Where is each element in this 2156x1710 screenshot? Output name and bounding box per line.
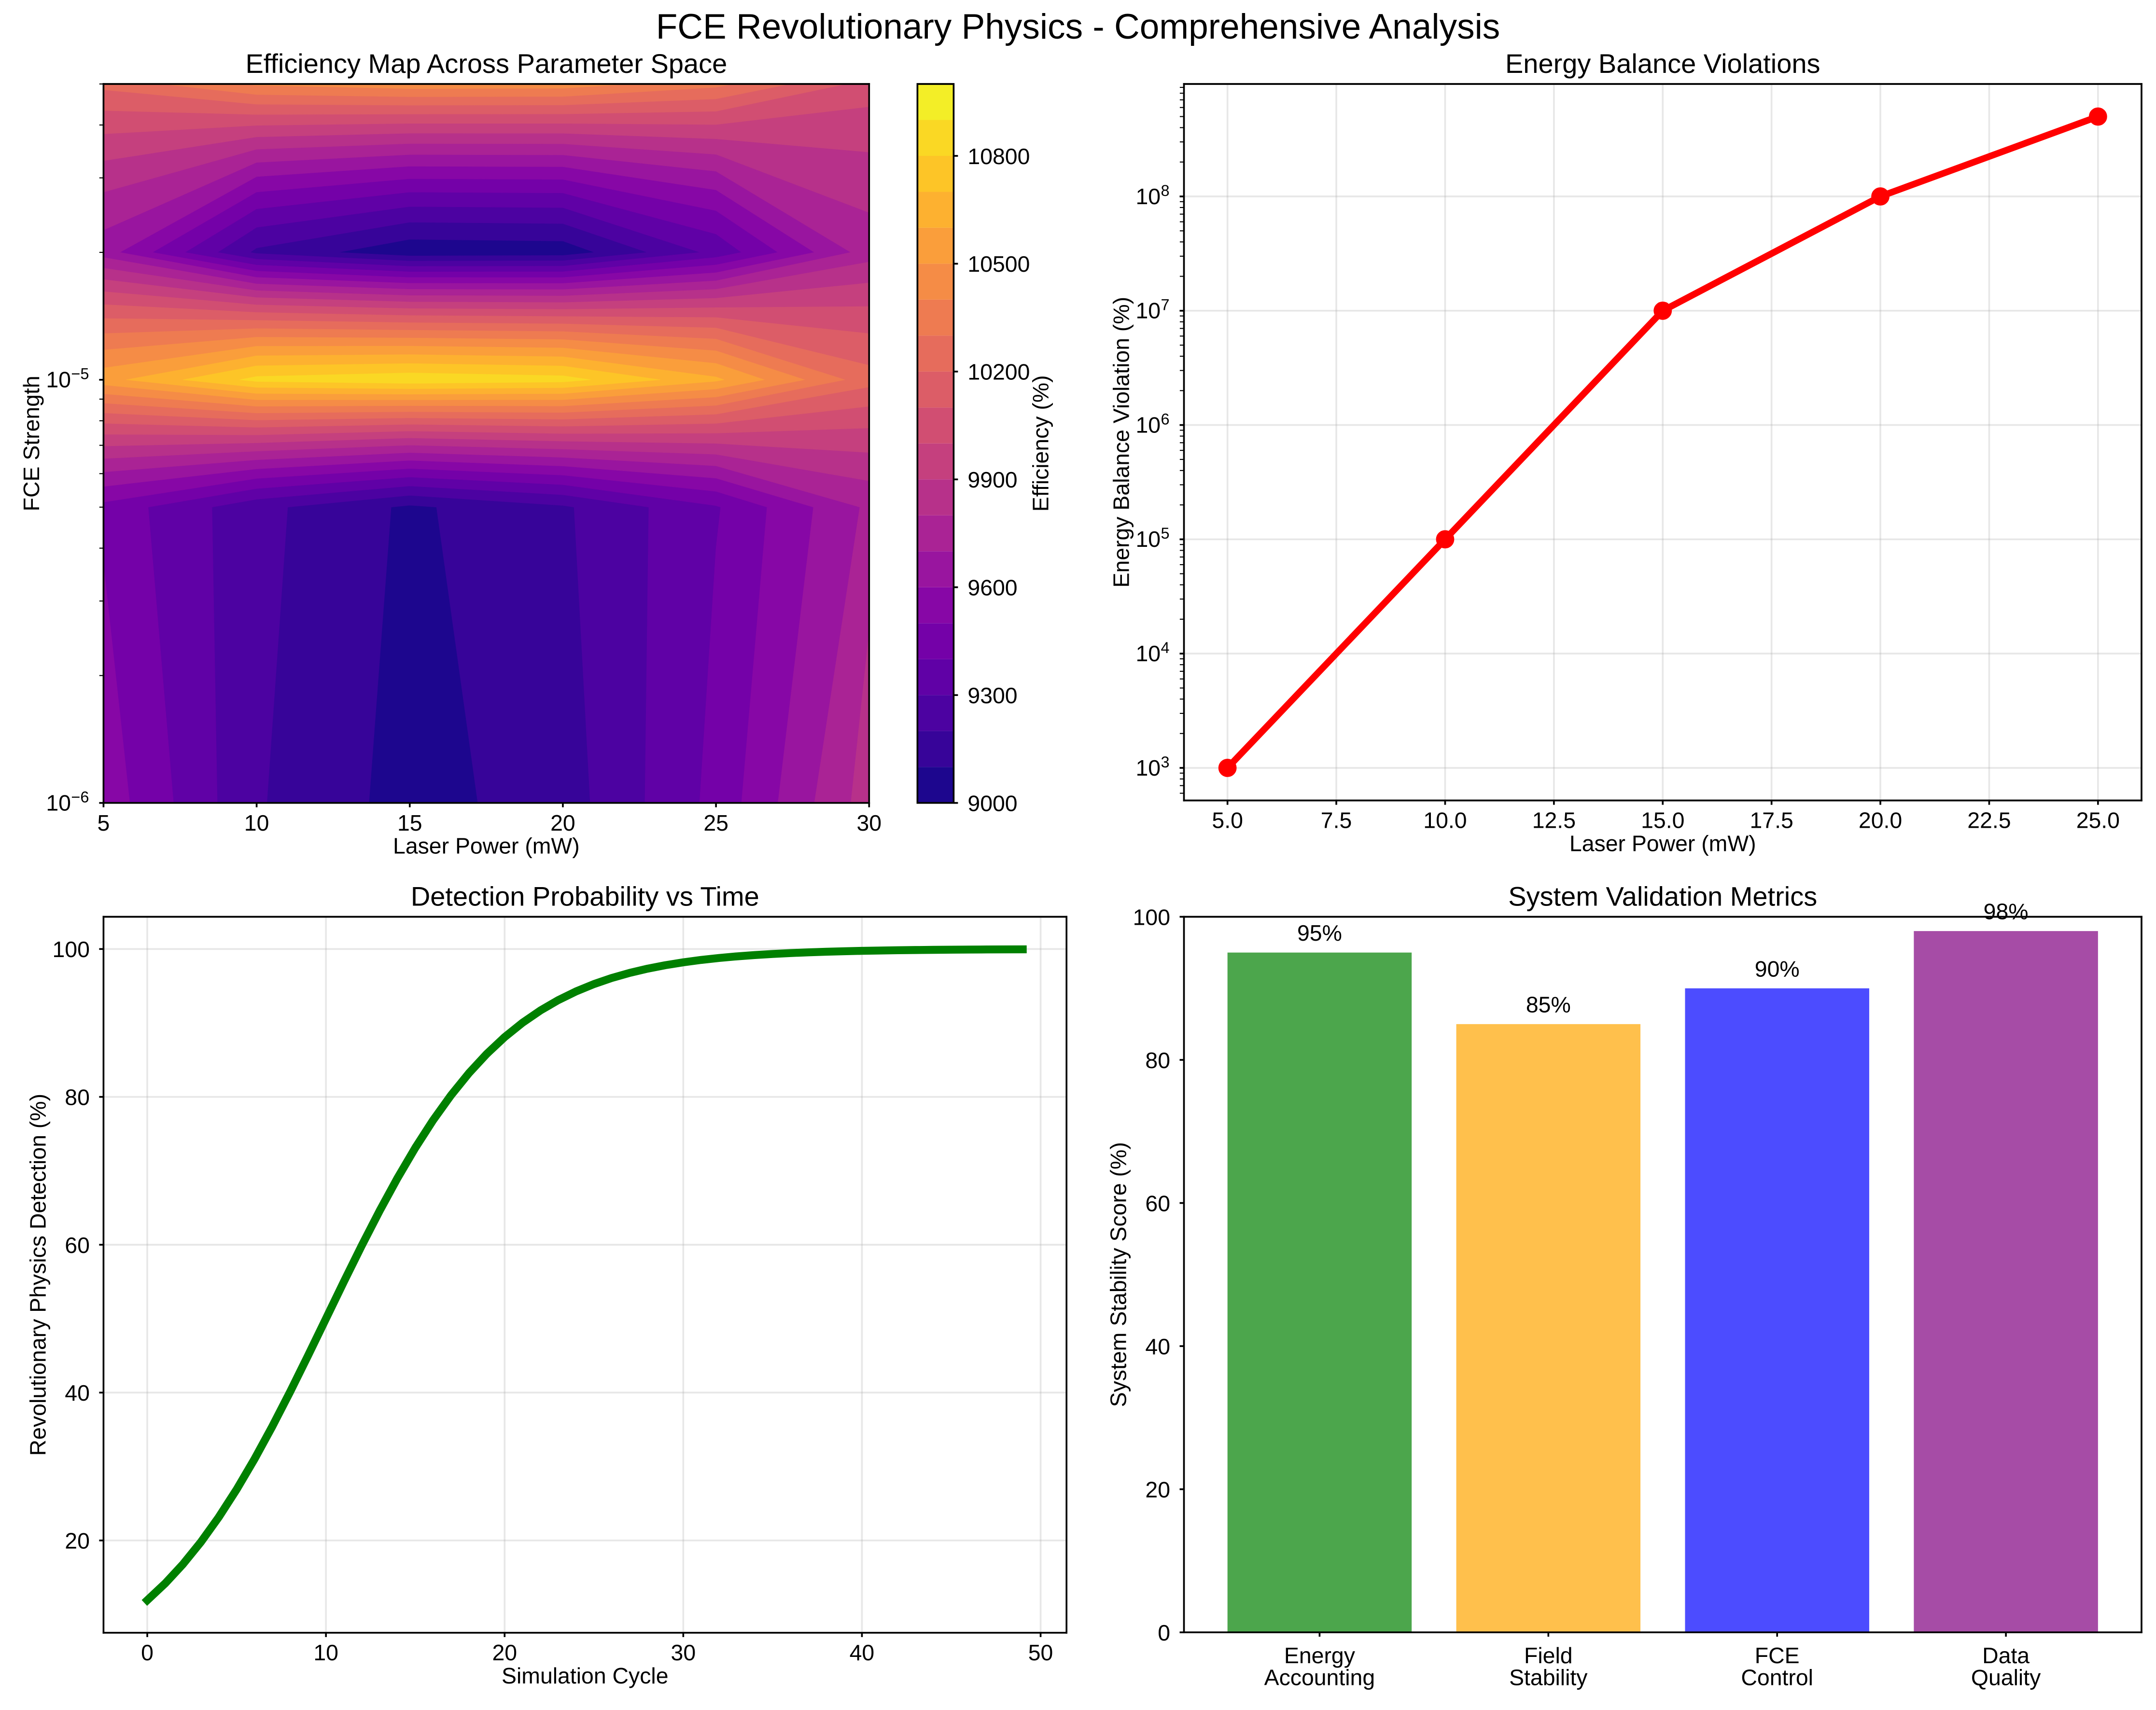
svg-text:30: 30	[671, 1640, 696, 1665]
svg-text:0: 0	[1158, 1620, 1170, 1645]
svg-text:Simulation Cycle: Simulation Cycle	[502, 1663, 668, 1688]
svg-text:95%: 95%	[1297, 920, 1342, 945]
svg-text:40: 40	[65, 1380, 90, 1405]
svg-text:9000: 9000	[967, 791, 1017, 816]
svg-text:1 0 4: 1 0 4	[1136, 639, 1170, 666]
svg-text:85%: 85%	[1526, 992, 1571, 1017]
svg-text:Energy Balance Violations: Energy Balance Violations	[1505, 48, 1820, 79]
svg-text:40: 40	[850, 1640, 875, 1665]
svg-text:10500: 10500	[967, 251, 1030, 277]
svg-text:15.0: 15.0	[1641, 808, 1684, 833]
svg-text:System Validation Metrics: System Validation Metrics	[1508, 881, 1817, 912]
svg-text:Revolutionary Physics Detectio: Revolutionary Physics Detection (%)	[25, 1094, 50, 1456]
svg-text:20: 20	[1145, 1477, 1170, 1502]
svg-text:10200: 10200	[967, 360, 1030, 385]
svg-text:1 0 3: 1 0 3	[1136, 753, 1170, 780]
svg-text:10800: 10800	[967, 144, 1030, 169]
svg-text:12.5: 12.5	[1532, 808, 1576, 833]
svg-text:Detection Probability vs Time: Detection Probability vs Time	[411, 881, 759, 912]
svg-text:10.0: 10.0	[1423, 808, 1467, 833]
svg-text:9300: 9300	[967, 683, 1017, 708]
svg-text:Laser Power (mW): Laser Power (mW)	[1569, 831, 1756, 856]
svg-text:1 0 8: 1 0 8	[1136, 182, 1170, 209]
svg-text:Energy Balance Violation (%): Energy Balance Violation (%)	[1108, 297, 1134, 588]
svg-text:5.0: 5.0	[1212, 808, 1243, 833]
svg-text:40: 40	[1145, 1334, 1170, 1359]
svg-text:15: 15	[397, 810, 422, 835]
svg-text:50: 50	[1028, 1640, 1053, 1665]
svg-text:9900: 9900	[967, 467, 1017, 492]
svg-text:22.5: 22.5	[1967, 808, 2011, 833]
svg-text:5: 5	[97, 810, 110, 835]
svg-text:100: 100	[52, 937, 89, 962]
svg-text:25.0: 25.0	[2076, 808, 2120, 833]
svg-text:1 0 7: 1 0 7	[1136, 296, 1170, 323]
svg-text:10: 10	[313, 1640, 338, 1665]
svg-text:Efficiency (%): Efficiency (%)	[1028, 375, 1053, 512]
svg-text:1 0 6: 1 0 6	[1136, 411, 1170, 438]
svg-text:25: 25	[703, 810, 728, 835]
svg-text:90%: 90%	[1755, 956, 1800, 981]
svg-text:0: 0	[141, 1640, 154, 1665]
svg-text:Quality: Quality	[1971, 1665, 2041, 1690]
svg-text:Efficiency Map Across Paramete: Efficiency Map Across Parameter Space	[245, 48, 727, 79]
svg-text:Stability: Stability	[1509, 1665, 1588, 1690]
svg-text:Laser Power (mW): Laser Power (mW)	[393, 834, 580, 859]
svg-text:100: 100	[1133, 904, 1170, 930]
svg-text:Energy: Energy	[1284, 1643, 1356, 1668]
svg-text:1 0 −: 1 0 − 5	[46, 365, 89, 392]
svg-text:7.5: 7.5	[1321, 808, 1352, 833]
svg-text:Data: Data	[1982, 1643, 2030, 1668]
svg-text:20: 20	[65, 1529, 90, 1554]
svg-text:9600: 9600	[967, 575, 1017, 600]
svg-text:20: 20	[550, 810, 575, 835]
svg-text:System Stability Score (%): System Stability Score (%)	[1106, 1142, 1131, 1407]
svg-text:60: 60	[65, 1233, 90, 1258]
svg-text:17.5: 17.5	[1750, 808, 1793, 833]
svg-text:Field: Field	[1524, 1643, 1573, 1668]
svg-text:FCE Strength: FCE Strength	[19, 375, 44, 511]
svg-text:20: 20	[492, 1640, 517, 1665]
svg-text:98%: 98%	[1984, 899, 2029, 924]
svg-text:1 0 5: 1 0 5	[1136, 525, 1170, 552]
svg-text:1 0 −: 1 0 − 6	[46, 789, 89, 816]
svg-text:60: 60	[1145, 1191, 1170, 1216]
svg-text:80: 80	[1145, 1048, 1170, 1073]
svg-text:80: 80	[65, 1084, 90, 1110]
svg-text:Control: Control	[1741, 1665, 1813, 1690]
svg-text:FCE Revolutionary Physics - Co: FCE Revolutionary Physics - Comprehensiv…	[656, 7, 1500, 46]
svg-text:20.0: 20.0	[1859, 808, 1902, 833]
svg-text:30: 30	[856, 810, 882, 835]
svg-text:10: 10	[244, 810, 269, 835]
svg-text:FCE: FCE	[1755, 1643, 1800, 1668]
svg-text:Accounting: Accounting	[1264, 1665, 1375, 1690]
